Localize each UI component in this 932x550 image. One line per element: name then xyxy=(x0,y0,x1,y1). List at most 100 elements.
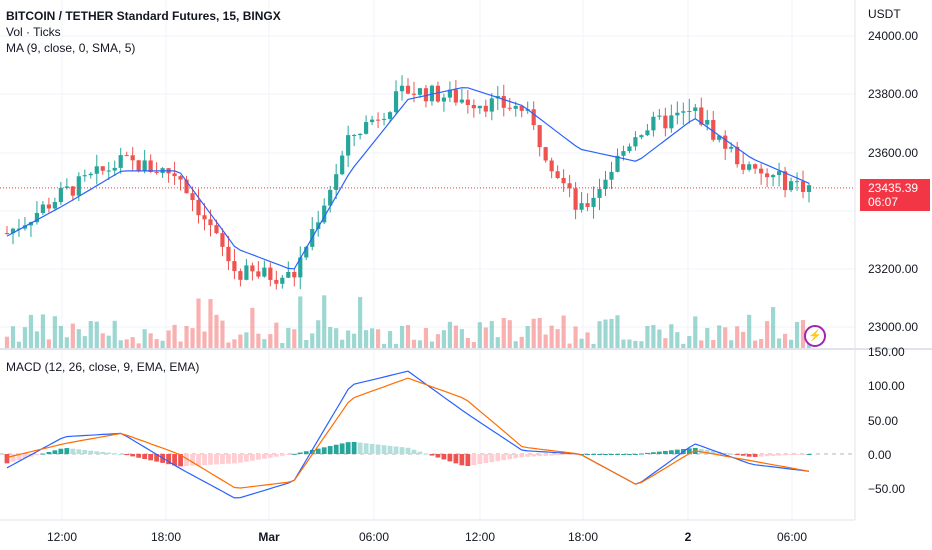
candle-body xyxy=(100,166,105,171)
macd-histogram-bar xyxy=(471,454,477,466)
macd-histogram-bar xyxy=(537,454,543,457)
macd-histogram-bar xyxy=(447,454,453,462)
price-axis[interactable]: 24000.00 23800.00 23600.00 23200.00 2300… xyxy=(868,29,918,334)
volume-bar xyxy=(154,339,159,348)
candle-body xyxy=(699,107,704,125)
time-tick: 18:00 xyxy=(151,530,181,544)
volume-bar xyxy=(489,321,494,348)
macd-histogram-bar xyxy=(477,454,483,465)
volume-bar xyxy=(645,325,650,348)
candle-body xyxy=(58,187,63,203)
volume-bar xyxy=(435,334,441,348)
macd-axis[interactable]: 150.00 100.00 50.00 0.00 −50.00 xyxy=(868,345,905,496)
macd-histogram-bar xyxy=(148,454,154,461)
macd-histogram-bar xyxy=(291,453,297,455)
candle-body xyxy=(352,135,357,137)
volume-bar xyxy=(525,325,530,348)
macd-histogram-bar xyxy=(435,454,441,458)
candle-body xyxy=(705,120,710,125)
legend-main[interactable]: BITCOIN / TETHER Standard Futures, 15, B… xyxy=(6,8,281,56)
macd-histogram-bar xyxy=(363,443,369,454)
macd-histogram-bar xyxy=(615,454,620,455)
candle-body xyxy=(142,160,147,172)
candle-body xyxy=(88,173,93,176)
volume-legend[interactable]: Vol · Ticks xyxy=(6,25,61,39)
candle-body xyxy=(375,119,381,121)
volume-bar xyxy=(741,331,746,348)
volume-bar xyxy=(567,343,572,348)
volume-bar xyxy=(699,340,704,348)
candle-body xyxy=(729,146,734,149)
candle-body xyxy=(788,181,794,191)
last-price-value: 23435.39 xyxy=(868,180,919,195)
macd-histogram-bar xyxy=(561,454,567,455)
candle-body xyxy=(154,171,159,173)
volume-bar xyxy=(597,321,602,348)
volume-bar xyxy=(34,331,40,348)
volume-bar xyxy=(693,316,698,348)
macd-histogram-bar xyxy=(172,454,177,466)
candle-body xyxy=(76,176,81,196)
macd-histogram-bar xyxy=(453,454,459,464)
volume-bar xyxy=(411,339,417,348)
candle-body xyxy=(202,215,207,220)
ma-legend[interactable]: MA (9, close, 0, SMA, 5) xyxy=(6,41,136,55)
candle-body xyxy=(148,160,153,172)
time-tick: 18:00 xyxy=(568,530,598,544)
volume-bar xyxy=(292,329,297,348)
volume-bar xyxy=(465,337,470,348)
volume-bar xyxy=(40,314,45,348)
candle-body xyxy=(82,175,87,177)
candle-body xyxy=(94,166,99,174)
macd-histogram-bar xyxy=(752,454,758,457)
macd-histogram-bar xyxy=(351,441,357,454)
candle-body xyxy=(52,202,57,209)
time-axis[interactable]: 12:00 18:00 Mar 06:00 12:00 18:00 2 06:0… xyxy=(47,530,807,544)
volume-bar xyxy=(118,340,123,348)
volume-bar xyxy=(723,327,728,348)
candle-body xyxy=(40,204,45,213)
volume-bar xyxy=(573,326,578,348)
volume-bar xyxy=(399,326,405,348)
candle-body xyxy=(334,174,339,190)
candle-body xyxy=(747,164,752,170)
volume-bar xyxy=(106,335,111,348)
volume-bar xyxy=(298,296,303,348)
volume-bar xyxy=(765,321,770,348)
candle-body xyxy=(453,89,458,103)
lightning-icon[interactable]: ⚡ xyxy=(804,325,826,347)
macd-histogram-bar xyxy=(788,454,794,455)
candle-body xyxy=(806,185,812,192)
macd-histogram-bar xyxy=(315,448,321,454)
macd-histogram-bar xyxy=(603,454,608,455)
volume-bar xyxy=(471,341,476,348)
macd-histogram xyxy=(4,441,812,467)
volume-bar xyxy=(387,331,393,348)
macd-histogram-bar xyxy=(345,442,351,454)
candle-body xyxy=(196,200,201,216)
candle-body xyxy=(112,167,117,171)
price-tick: 23600.00 xyxy=(868,146,918,160)
volume-bar xyxy=(100,333,105,348)
candle-body xyxy=(118,155,123,168)
volume-bar xyxy=(352,333,357,348)
macd-histogram-bar xyxy=(267,454,273,458)
macd-legend[interactable]: MACD (12, 26, close, 9, EMA, EMA) xyxy=(6,360,200,374)
macd-histogram-bar xyxy=(238,454,243,463)
volume-bar xyxy=(268,334,273,348)
candle-body xyxy=(346,135,351,156)
volume-bar xyxy=(202,331,207,348)
macd-histogram-bar xyxy=(94,451,100,454)
volume-bar xyxy=(238,334,243,348)
price-tick: 24000.00 xyxy=(868,29,918,43)
macd-histogram-bar xyxy=(459,454,465,466)
macd-histogram-bar xyxy=(794,454,800,455)
macd-histogram-bar xyxy=(674,449,680,454)
macd-histogram-bar xyxy=(722,452,728,454)
symbol-title[interactable]: BITCOIN / TETHER Standard Futures, 15, B… xyxy=(6,9,281,23)
candle-body xyxy=(459,99,464,103)
volume-bar xyxy=(537,317,542,348)
volume-bar xyxy=(405,325,411,348)
volume-bar xyxy=(124,339,129,348)
